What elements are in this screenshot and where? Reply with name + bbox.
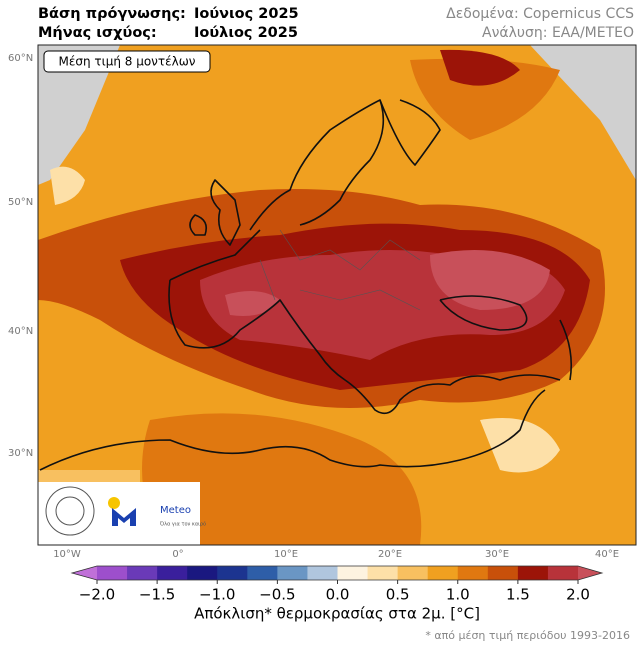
color-bin — [157, 566, 188, 580]
colorbar: −2.0 −1.5 −1.0 −0.5 0.0 0.5 1.0 1.5 2.0 — [70, 565, 604, 604]
tick-label: 2.0 — [566, 586, 590, 604]
lat-label: 30°N — [8, 448, 33, 459]
color-bin — [97, 566, 128, 580]
map: Meteo Όλα για τον καιρό — [38, 45, 636, 545]
lon-label: 10°W — [53, 549, 81, 560]
color-bin — [307, 566, 338, 580]
lon-label: 20°E — [378, 549, 402, 560]
logo-name: Meteo — [160, 505, 191, 516]
badge-box — [43, 50, 211, 73]
valid-value: Ιούλιος 2025 — [194, 25, 298, 41]
logo-slogan: Όλα για τον καιρό — [159, 521, 206, 528]
color-bin — [457, 566, 489, 580]
tick-label: 0.0 — [326, 586, 350, 604]
lat-label: 40°N — [8, 326, 33, 337]
tick-label: −2.0 — [79, 586, 115, 604]
color-bin — [517, 566, 549, 580]
lat-label: 60°N — [8, 53, 33, 64]
color-bin — [397, 566, 429, 580]
base-label: Βάση πρόγνωσης: — [38, 6, 186, 22]
base-value: Ιούνιος 2025 — [194, 6, 299, 22]
badge: Μέση τιμή 8 μοντέλων — [59, 55, 196, 69]
color-bin — [547, 566, 579, 580]
lat-label: 50°N — [8, 197, 33, 208]
color-bin — [367, 566, 399, 580]
color-bin — [187, 566, 218, 580]
color-bin — [277, 566, 308, 580]
color-bin — [427, 566, 459, 580]
color-bin — [217, 566, 248, 580]
valid-label: Μήνας ισχύος: — [38, 25, 157, 41]
tick-label: −0.5 — [259, 586, 295, 604]
color-bin — [487, 566, 519, 580]
lon-label: 30°E — [485, 549, 509, 560]
analysis: Ανάλυση: ΕΑΑ/ΜΕΤΕΟ — [482, 25, 634, 41]
over-triangle — [578, 566, 602, 580]
tick-label: −1.5 — [139, 586, 175, 604]
colorbar-label: Απόκλιση* θερμοκρασίας στα 2μ. [°C] — [194, 605, 480, 623]
color-bin — [127, 566, 158, 580]
source: Δεδομένα: Copernicus CCS — [446, 6, 634, 22]
color-bin — [337, 566, 369, 580]
tick-label: 1.0 — [446, 586, 470, 604]
tick-label: −1.0 — [199, 586, 235, 604]
footnote: * από μέση τιμή περιόδου 1993-2016 — [425, 629, 630, 642]
lon-label: 40°E — [595, 549, 619, 560]
lon-label: 10°E — [274, 549, 298, 560]
under-triangle — [72, 566, 97, 580]
tick-label: 0.5 — [386, 586, 410, 604]
tick-label: 1.5 — [506, 586, 530, 604]
color-bin — [247, 566, 278, 580]
lon-label: 0° — [172, 549, 183, 560]
